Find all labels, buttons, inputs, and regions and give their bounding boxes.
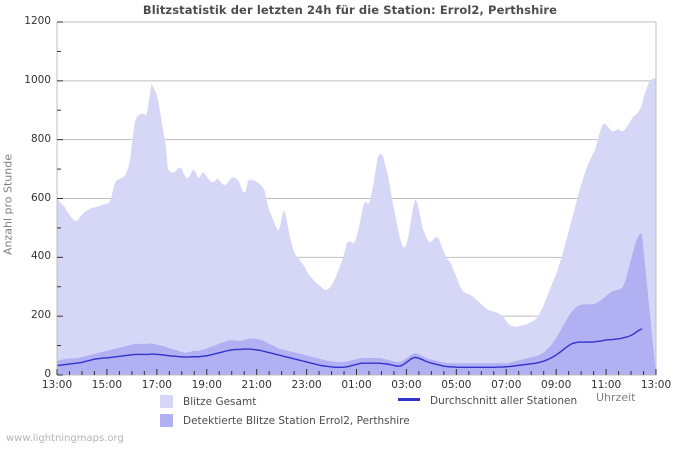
legend-label-station: Detektierte Blitze Station Errol2, Perth… [183, 415, 410, 427]
y-tick-label: 800 [30, 132, 51, 145]
legend-item-average: Durchschnitt aller Stationen [398, 395, 577, 408]
legend-label-average: Durchschnitt aller Stationen [430, 395, 578, 407]
y-tick-label: 600 [30, 191, 51, 204]
x-tick-label: 01:00 [341, 379, 372, 391]
x-tick-label: 17:00 [141, 379, 172, 391]
watermark-text: www.lightningmaps.org [6, 433, 124, 444]
x-tick-label: 15:00 [91, 379, 123, 391]
x-tick-label: 19:00 [191, 379, 222, 391]
y-tick-label: 1000 [24, 73, 51, 86]
legend-label-total: Blitze Gesamt [183, 396, 257, 408]
y-tick-label: 400 [30, 250, 51, 263]
legend-item-station: Detektierte Blitze Station Errol2, Perth… [160, 414, 410, 428]
legend-swatch-total [160, 395, 173, 408]
x-tick-label: 03:00 [391, 379, 422, 391]
x-tick-label: 13:00 [640, 379, 672, 391]
x-tick-label: 23:00 [291, 379, 322, 391]
x-tick-label: 07:00 [491, 379, 522, 391]
line-average [56, 328, 643, 369]
chart-title: Blitzstatistik der letzten 24h für die S… [142, 3, 558, 17]
chart-legend: Blitze Gesamt Detektierte Blitze Station… [0, 392, 700, 432]
y-tick-label: 200 [30, 309, 51, 322]
legend-item-total: Blitze Gesamt [160, 395, 256, 409]
area-total [57, 77, 656, 375]
area-station [57, 233, 656, 375]
x-tick-label: 13:00 [41, 379, 73, 391]
x-tick-label: 09:00 [541, 379, 572, 391]
y-tick-label: 0 [44, 368, 51, 380]
legend-line-average [398, 398, 420, 401]
x-tick-label: 21:00 [241, 379, 272, 391]
x-axis-label: Uhrzeit [596, 391, 636, 404]
y-tick-label: 1200 [24, 15, 51, 27]
legend-swatch-station [160, 414, 173, 427]
x-tick-label: 11:00 [590, 379, 622, 391]
x-tick-label: 05:00 [441, 379, 472, 391]
